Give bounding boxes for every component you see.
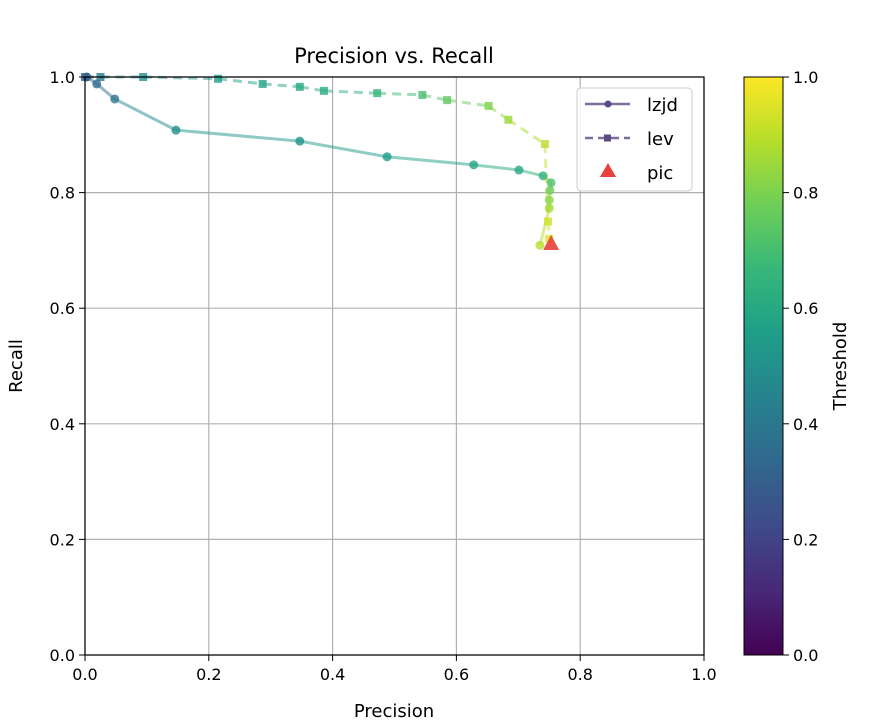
lzjd-point [110,94,120,104]
lev-segment [217,77,263,86]
colorbar-ticks: 0.0 0.2 0.4 0.6 0.8 1.0 [783,68,818,665]
x-tick-label: 0.2 [196,665,221,684]
legend-label-lev: lev [647,129,674,150]
lzjd-segment [538,207,551,246]
lzjd-point [546,178,556,188]
colorbar-tick-label: 1.0 [793,68,818,87]
lzjd-point [544,203,554,213]
y-tick-label: 1.0 [50,68,75,87]
lev-segment [262,82,300,89]
lev-point [443,96,452,105]
plot-frame [84,76,705,656]
series-markers [81,72,560,251]
legend-marker-lzjd [604,100,612,108]
y-tick-label: 0.2 [50,530,75,549]
colorbar-tick-label: 0.2 [793,530,818,549]
lev-segment [422,93,448,102]
lzjd-segment [299,139,388,159]
lzjd-point [469,160,479,170]
lzjd-point [538,171,548,181]
lev-point [319,86,328,95]
colorbar-tick-label: 0.4 [793,415,818,434]
lev-segment [299,85,325,93]
lev-segment [143,75,219,81]
lzjd-point [544,195,554,205]
colorbar [743,76,784,656]
lzjd-segment [386,155,474,167]
lzjd-point [514,165,524,175]
lzjd-segment [473,163,520,172]
x-tick-label: 1.0 [691,665,716,684]
lzjd-point [171,125,181,135]
lev-point [214,74,223,83]
lzjd-point [535,240,545,250]
legend: lzjd lev pic [576,87,693,192]
lzjd-point [382,152,392,162]
legend-marker-lev [604,134,611,142]
lev-point [544,217,553,226]
y-axis-label: Recall [6,339,27,393]
lev-segment [507,118,546,146]
lev-segment [323,89,378,95]
lev-segment [446,98,489,108]
lev-point [295,82,304,91]
x-axis-ticks: 0.0 0.2 0.4 0.6 0.8 1.0 [72,655,717,684]
legend-label-lzjd: lzjd [647,95,678,116]
legend-marker-pic [600,163,616,177]
lzjd-point [545,185,555,195]
lzjd-point [295,136,305,146]
lev-point [484,101,493,110]
y-tick-label: 0.0 [50,646,75,665]
lev-point [418,90,427,99]
x-axis-label: Precision [354,701,434,720]
series-lines [85,75,553,246]
x-tick-label: 0.6 [444,665,469,684]
lev-point [258,79,267,88]
lzjd-point [92,79,102,89]
x-tick-label: 0.0 [72,665,97,684]
legend-label-pic: pic [647,163,673,184]
y-tick-label: 0.4 [50,415,75,434]
colorbar-tick-label: 0.6 [793,299,818,318]
colorbar-label: Threshold [830,322,851,412]
y-tick-label: 0.8 [50,184,75,203]
pic-point [543,235,560,251]
chart-title: Precision vs. Recall [294,44,494,68]
colorbar-tick-label: 0.0 [793,646,818,665]
lev-point [540,140,549,149]
lzjd-segment [114,97,177,132]
lev-point [504,115,513,124]
lev-segment [377,91,423,97]
x-tick-label: 0.8 [567,665,592,684]
colorbar-tick-label: 0.8 [793,184,818,203]
lev-point [373,89,382,98]
y-tick-label: 0.6 [50,299,75,318]
x-tick-label: 0.4 [320,665,345,684]
lzjd-segment [175,128,300,143]
y-axis-ticks: 0.0 0.2 0.4 0.6 0.8 1.0 [50,68,85,665]
